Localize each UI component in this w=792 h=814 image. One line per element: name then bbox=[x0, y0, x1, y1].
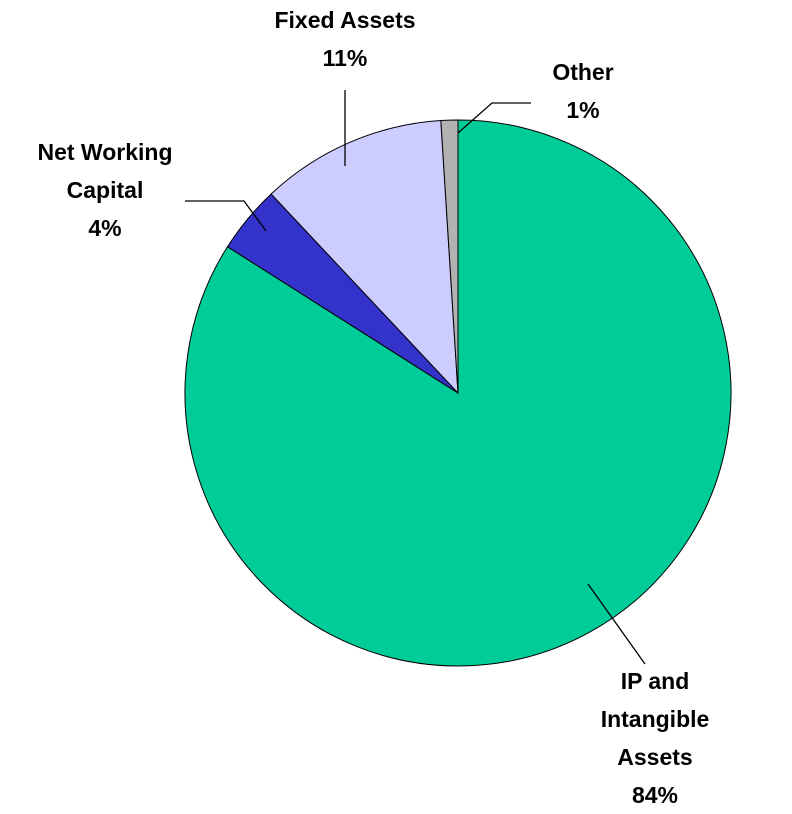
slice-label: Fixed Assets 11% bbox=[274, 1, 415, 77]
page: {"chart_data": {"type": "pie", "categori… bbox=[37, 1, 732, 808]
leader-line bbox=[457, 102, 531, 134]
pie bbox=[184, 119, 732, 667]
category-label: Fixed Assets bbox=[274, 7, 416, 33]
slice-label: IP and Intangible Assets 84% bbox=[587, 662, 724, 814]
leader-line bbox=[587, 583, 646, 665]
slice-label: Other 1% bbox=[552, 53, 613, 129]
value-label: 11% bbox=[322, 45, 368, 71]
chart bbox=[184, 90, 732, 667]
leader-lines bbox=[185, 90, 646, 665]
value-label: 4% bbox=[88, 215, 122, 241]
pie-slice bbox=[270, 120, 459, 395]
pie-slice bbox=[440, 119, 459, 394]
leader-line bbox=[185, 200, 267, 232]
category-label: Net Working Capital bbox=[37, 139, 173, 203]
value-label: 1% bbox=[566, 97, 600, 123]
category-label: IP and Intangible Assets bbox=[600, 668, 710, 770]
value-label: 84% bbox=[631, 782, 679, 808]
slice-label: Net Working Capital 4% bbox=[37, 133, 172, 247]
pie-slice bbox=[184, 119, 732, 667]
category-label: Other bbox=[552, 59, 614, 85]
